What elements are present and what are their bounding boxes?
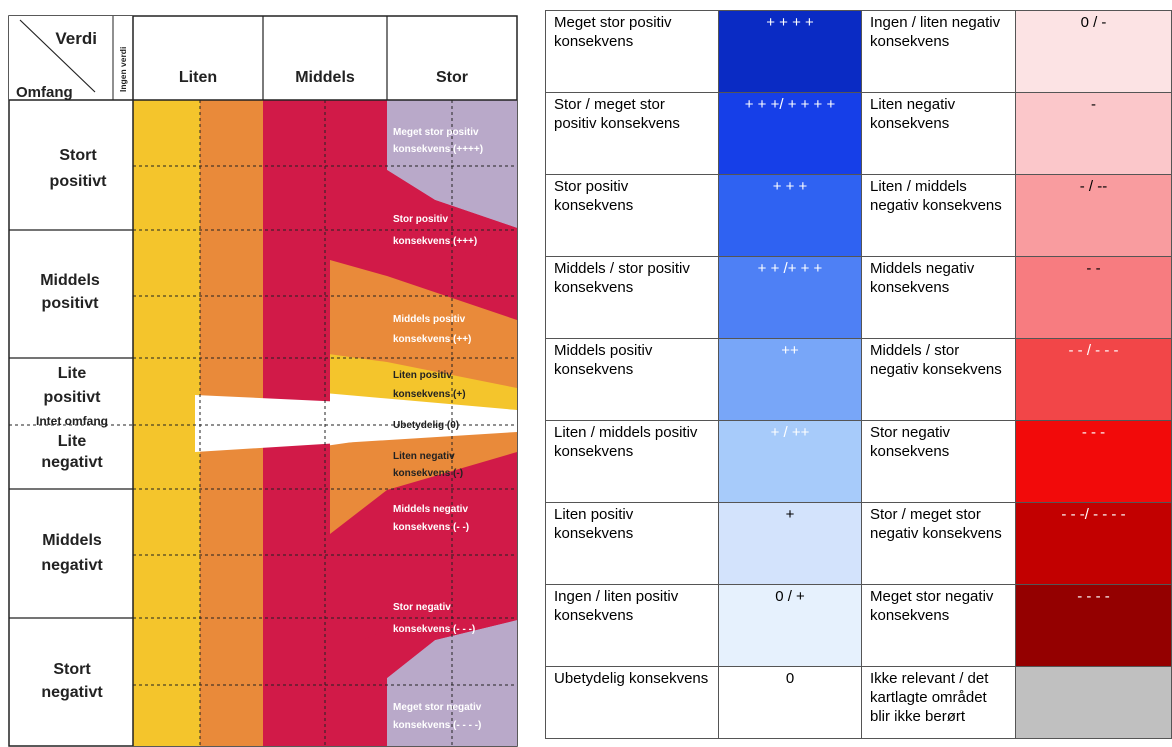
row-label-stort-negativt-1: Stort <box>53 661 91 678</box>
header-diagonal <box>19 19 96 93</box>
legend-negative-symbol: - - - - <box>1015 584 1172 667</box>
legend-negative-symbol: - - -/ - - - - <box>1015 502 1172 585</box>
legend-negative-symbol: - - / - - - <box>1015 338 1172 421</box>
row-label-middels-positivt-1: Middels <box>40 272 100 289</box>
zone-label-middels-negativ-1: Middels negativ <box>393 504 468 515</box>
legend-row: Stor / meget stor positiv konsekvens + + … <box>545 92 1172 175</box>
legend-negative-symbol: 0 / - <box>1015 10 1172 93</box>
legend-negative-label: Meget stor negativ konsekvens <box>861 584 1016 667</box>
legend-negative-symbol: - - - <box>1015 420 1172 503</box>
row-label-middels-negativt-2: negativt <box>41 557 103 574</box>
header-verdi: Verdi <box>55 29 97 48</box>
header-ingen-verdi: Ingen verdi <box>118 47 128 92</box>
legend-positive-symbol: + + /+ + + <box>718 256 862 339</box>
row-label-middels-positivt-2: positivt <box>42 295 100 312</box>
consequence-diagram-svg: Verdi Omfang Ingen verdi Liten Middels S… <box>8 15 518 747</box>
legend-negative-label: Ikke relevant / det kartlagte området bl… <box>861 666 1016 739</box>
band-lavender-top <box>387 100 517 228</box>
zone-label-ubetydelig: Ubetydelig (0) <box>393 420 459 431</box>
legend-negative-label: Stor / meget stor negativ konsekvens <box>861 502 1016 585</box>
zone-label-meget-stor-negativ-2: konsekvens (- - - -) <box>393 720 481 731</box>
legend-negative-symbol <box>1015 666 1172 739</box>
legend-negative-label: Stor negativ konsekvens <box>861 420 1016 503</box>
legend-table: Meget stor positiv konsekvens + + + + Inge… <box>545 10 1172 739</box>
wedge-red-bottom <box>362 592 517 746</box>
zone-label-middels-positiv-2: konsekvens (++) <box>393 334 471 345</box>
header-omfang: Omfang <box>16 84 73 101</box>
legend-positive-label: Middels / stor positiv konsekvens <box>545 256 719 339</box>
zone-label-meget-stor-positiv-2: konsekvens (++++) <box>393 144 483 155</box>
wedge-red-top <box>362 100 517 260</box>
column-header-middels: Middels <box>295 69 355 86</box>
legend-negative-symbol: - / -- <box>1015 174 1172 257</box>
row-label-lite-positivt-1: Lite <box>58 365 87 382</box>
dashed-grid <box>133 100 517 746</box>
zone-label-meget-stor-negativ-1: Meget stor negativ <box>393 702 482 713</box>
legend-positive-symbol: 0 <box>718 666 862 739</box>
row-label-middels-negativt-1: Middels <box>42 532 102 549</box>
legend-row: Ingen / liten positiv konsekvens 0 / + Meg… <box>545 584 1172 667</box>
consequence-diagram: Verdi Omfang Ingen verdi Liten Middels S… <box>0 0 520 747</box>
legend-positive-label: Ubetydelig konsekvens <box>545 666 719 739</box>
band-red <box>263 100 517 746</box>
zone-label-middels-positiv-1: Middels positiv <box>393 314 466 325</box>
zone-label-liten-positiv-1: Liten positiv <box>393 370 452 381</box>
legend-positive-label: Stor positiv konsekvens <box>545 174 719 257</box>
legend-positive-symbol: + / ++ <box>718 420 862 503</box>
row-label-stort-positivt-1: Stort <box>59 147 97 164</box>
band-white-neutral <box>195 395 517 452</box>
legend-negative-label: Ingen / liten negativ konsekvens <box>861 10 1016 93</box>
legend-positive-symbol: + + +/ + + + + <box>718 92 862 175</box>
row-label-stort-positivt-2: positivt <box>50 173 108 190</box>
row-separators <box>9 229 133 619</box>
legend-row: Stor positiv konsekvens + + + Liten / midd… <box>545 174 1172 257</box>
legend-negative-label: Liten / middels negativ konsekvens <box>861 174 1016 257</box>
legend-positive-symbol: ++ <box>718 338 862 421</box>
zone-label-stor-negativ-2: konsekvens (- - -) <box>393 624 475 635</box>
row-label-lite-negativt-1: Lite <box>58 433 87 450</box>
legend-row: Ubetydelig konsekvens 0 Ikke relevant / de… <box>545 666 1172 739</box>
legend-positive-symbol: 0 / + <box>718 584 862 667</box>
legend-row: Liten / middels positiv konsekvens + / ++… <box>545 420 1172 503</box>
legend-negative-symbol: - - <box>1015 256 1172 339</box>
legend-positive-label: Liten / middels positiv konsekvens <box>545 420 719 503</box>
zone-label-stor-negativ-1: Stor negativ <box>393 602 451 613</box>
legend-body: Meget stor positiv konsekvens + + + + Inge… <box>545 10 1172 739</box>
legend-row: Middels positiv konsekvens ++ Middels / st… <box>545 338 1172 421</box>
legend-row: Middels / stor positiv konsekvens + + /+ … <box>545 256 1172 339</box>
legend-positive-label: Stor / meget stor positiv konsekvens <box>545 92 719 175</box>
legend-positive-label: Liten positiv konsekvens <box>545 502 719 585</box>
legend-row: Liten positiv konsekvens + Stor / meget st… <box>545 502 1172 585</box>
zone-label-liten-negativ-2: konsekvens (-) <box>393 468 463 479</box>
zone-label-liten-positiv-2: konsekvens (+) <box>393 389 466 400</box>
row-label-stort-negativt-2: negativt <box>41 684 103 701</box>
row-label-lite-positivt-2: positivt <box>44 389 102 406</box>
column-header-liten: Liten <box>179 69 217 86</box>
legend-negative-label: Middels negativ konsekvens <box>861 256 1016 339</box>
row-label-lite-negativt-2: negativt <box>41 454 103 471</box>
legend-positive-symbol: + + + <box>718 174 862 257</box>
zone-label-stor-positiv-2: konsekvens (+++) <box>393 236 477 247</box>
zone-label-meget-stor-positiv-1: Meget stor positiv <box>393 127 479 138</box>
legend-negative-label: Middels / stor negativ konsekvens <box>861 338 1016 421</box>
legend-positive-label: Ingen / liten positiv konsekvens <box>545 584 719 667</box>
legend-positive-symbol: + + + + <box>718 10 862 93</box>
legend-negative-symbol: - <box>1015 92 1172 175</box>
legend-positive-label: Meget stor positiv konsekvens <box>545 10 719 93</box>
legend-positive-label: Middels positiv konsekvens <box>545 338 719 421</box>
legend-negative-label: Liten negativ konsekvens <box>861 92 1016 175</box>
legend-positive-symbol: + <box>718 502 862 585</box>
row-label-intet-omfang: Intet omfang <box>36 414 108 428</box>
zone-label-stor-positiv-1: Stor positiv <box>393 214 448 225</box>
column-header-stor: Stor <box>436 69 468 86</box>
legend-row: Meget stor positiv konsekvens + + + + Inge… <box>545 10 1172 93</box>
zone-label-middels-negativ-2: konsekvens (- -) <box>393 522 469 533</box>
zone-label-liten-negativ-1: Liten negativ <box>393 451 455 462</box>
